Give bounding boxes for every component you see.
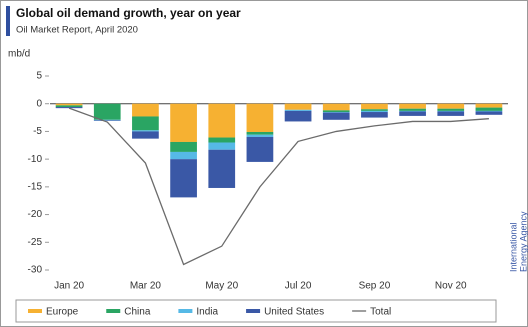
bar-segment <box>475 103 503 108</box>
watermark-line: Energy Agency <box>518 211 528 272</box>
bar-segment <box>399 108 426 111</box>
bar-segment <box>208 137 236 143</box>
bar-segment <box>246 136 274 162</box>
bar-segment <box>475 111 503 115</box>
total-line <box>68 107 489 266</box>
y-tick-label: 0 <box>36 98 42 109</box>
x-tick-label: Jul 20 <box>285 281 312 292</box>
legend-swatch <box>28 309 42 313</box>
x-tick-label: Nov 20 <box>435 281 467 292</box>
y-tick-label: -5 <box>33 126 42 137</box>
y-tick-label: 5 <box>36 71 42 82</box>
chart-subtitle: Oil Market Report, April 2020 <box>16 25 138 36</box>
title-accent <box>6 6 10 36</box>
legend-label: China <box>124 307 151 318</box>
bar-segment <box>322 112 350 113</box>
legend-swatch <box>178 309 193 313</box>
bar-segment <box>361 103 388 110</box>
bar-segment <box>437 108 465 111</box>
bar-segment <box>170 151 197 160</box>
y-tick-label: -15 <box>28 181 43 192</box>
legend-label: Europe <box>46 307 79 318</box>
bar-segment <box>399 111 426 116</box>
watermark: International Energy Agency <box>508 211 528 272</box>
x-tick-label: Mar 20 <box>130 281 162 292</box>
legend-label: India <box>196 307 218 318</box>
bar-segment <box>399 103 426 109</box>
bar-segment <box>475 107 503 111</box>
bar-segment <box>437 103 465 109</box>
bar-segment <box>55 105 83 108</box>
bar-segment <box>55 103 83 106</box>
bar-segment <box>322 110 350 113</box>
bar-segment <box>361 110 388 113</box>
bar-segment <box>208 142 236 150</box>
bar-segment <box>132 130 159 132</box>
bar-segment <box>55 107 83 109</box>
chart-title: Global oil demand growth, year on year <box>16 6 241 20</box>
bar-segment <box>132 131 159 139</box>
watermark-line: International <box>508 222 518 272</box>
bar-segment <box>170 103 197 142</box>
bar-segment <box>361 109 388 111</box>
bar-segment <box>322 112 350 120</box>
bar-segment <box>437 110 465 112</box>
bar-segment <box>170 141 197 152</box>
bar-segment <box>475 110 503 112</box>
bar-segment <box>93 120 121 121</box>
bar-segment <box>437 111 465 116</box>
legend-swatch <box>246 309 261 313</box>
bar-segment <box>208 149 236 188</box>
bar-segment <box>284 103 312 110</box>
bar-segment <box>170 159 197 198</box>
bar-segment <box>208 103 236 138</box>
bar-segment <box>246 103 274 132</box>
bar-segment <box>361 112 388 118</box>
bar-segment <box>93 103 121 120</box>
bar-segment <box>322 103 350 111</box>
x-tick-label: Jan 20 <box>54 281 84 292</box>
bar-segment <box>132 103 159 117</box>
bar-segment <box>246 134 274 137</box>
bar-segment <box>284 110 312 122</box>
bar-segment <box>246 131 274 135</box>
x-tick-label: Sep 20 <box>359 281 391 292</box>
bar-segment <box>132 116 159 131</box>
legend-label: United States <box>264 307 324 318</box>
x-tick-label: May 20 <box>205 281 238 292</box>
y-tick-label: -25 <box>28 237 43 248</box>
bar-segment <box>399 110 426 112</box>
legend-label: Total <box>370 307 391 318</box>
y-axis-label: mb/d <box>8 49 30 60</box>
bar-segment <box>284 109 312 111</box>
bar-segment <box>93 119 121 121</box>
legend-swatch <box>106 309 121 313</box>
legend-box <box>15 299 497 323</box>
y-tick-label: -30 <box>28 265 43 276</box>
y-tick-label: -10 <box>28 154 43 165</box>
y-tick-label: -20 <box>28 209 43 220</box>
